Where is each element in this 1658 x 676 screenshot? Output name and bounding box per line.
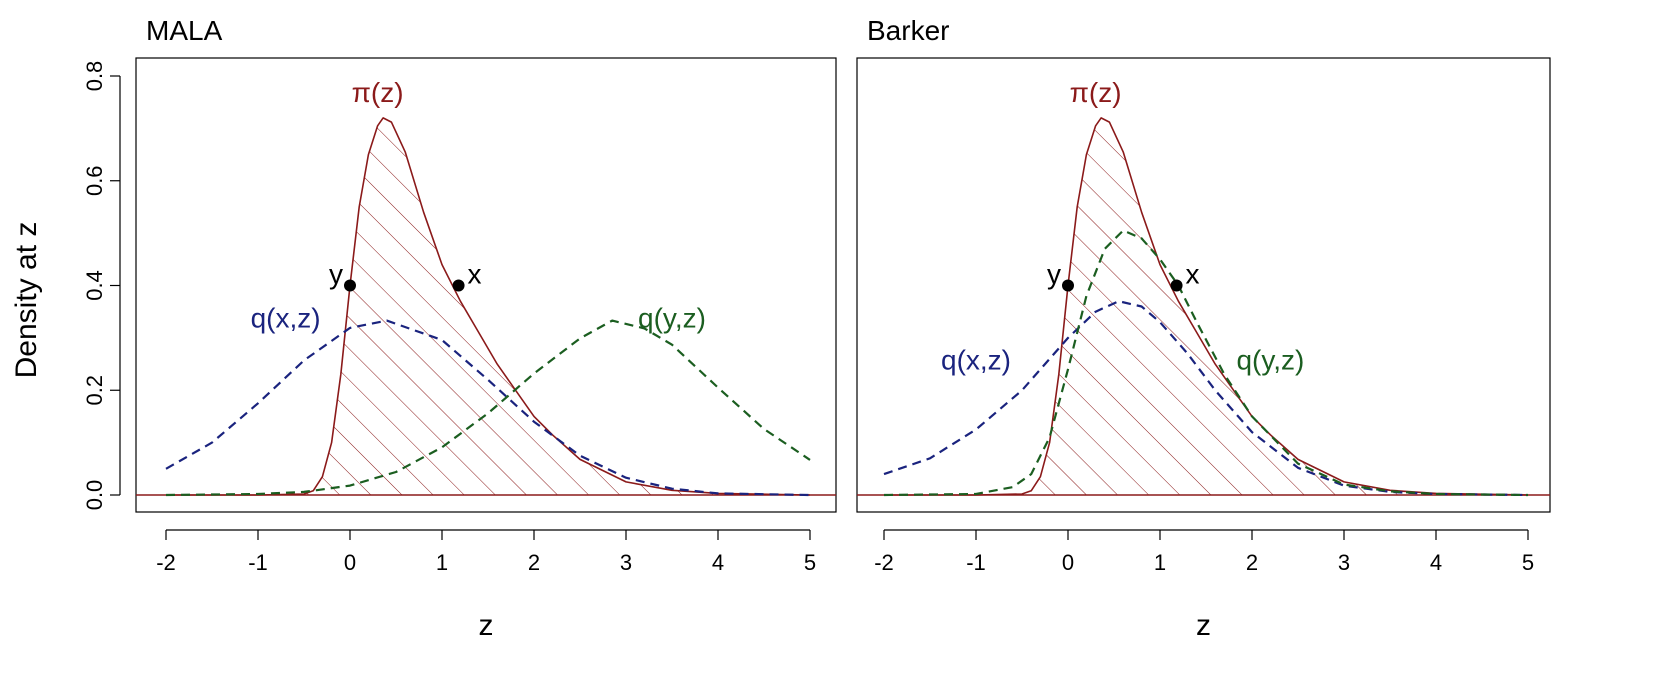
- x-tick-label: -1: [248, 550, 268, 575]
- y-tick-label: 0.0: [82, 480, 107, 511]
- x-tick-label: 1: [436, 550, 448, 575]
- qx-label: q(x,z): [251, 302, 321, 333]
- x-tick-label: -2: [874, 550, 894, 575]
- target-density-hatch: [884, 117, 1528, 496]
- proposal-from-x-curve: [165, 319, 811, 497]
- x-tick-label: 4: [712, 550, 724, 575]
- qx-label: q(x,z): [941, 344, 1011, 375]
- x-axis-label: z: [1196, 609, 1211, 642]
- panel-title: MALA: [146, 15, 223, 46]
- point-label-y: y: [1047, 259, 1061, 290]
- proposal-from-y-curve: [165, 319, 811, 497]
- point-x: [1170, 279, 1183, 292]
- target-density-curve: [166, 117, 811, 496]
- x-tick-label: -1: [966, 550, 986, 575]
- x-axis-label: z: [479, 609, 494, 642]
- y-tick-label: 0.4: [82, 270, 107, 301]
- qy-label: q(y,z): [638, 302, 706, 333]
- target-density-curve: [884, 117, 1529, 496]
- x-tick-label: 2: [1246, 550, 1258, 575]
- panel-barker: Barker -2 -1 0 1 2 3 4 5 z y x π(z) q(x,z) q(y,z): [856, 15, 1551, 642]
- x-tick-label: 3: [1338, 550, 1350, 575]
- x-tick-label: 0: [1062, 550, 1074, 575]
- point-x: [452, 279, 465, 292]
- x-tick-label: 3: [620, 550, 632, 575]
- panel-mala: MALA -2 -1 0 1 2 3 4 5 z 0.0 0.2 0.4 0.6 0.8 y x π(z) q(x,…: [82, 15, 837, 642]
- proposal-from-y-curve: [883, 229, 1529, 497]
- target-label: π(z): [352, 77, 404, 108]
- panel-title: Barker: [867, 15, 949, 46]
- point-label-x: x: [468, 259, 482, 290]
- target-label: π(z): [1070, 77, 1122, 108]
- qy-label: q(y,z): [1236, 344, 1304, 375]
- x-tick-label: 5: [1522, 550, 1534, 575]
- x-tick-label: 4: [1430, 550, 1442, 575]
- x-tick-label: 0: [344, 550, 356, 575]
- proposal-from-x-curve: [883, 300, 1529, 497]
- point-label-x: x: [1186, 259, 1200, 290]
- x-tick-label: 5: [804, 550, 816, 575]
- x-tick-label: 2: [528, 550, 540, 575]
- x-tick-label: -2: [156, 550, 176, 575]
- plot-frame: [856, 57, 1551, 513]
- point-y: [1062, 279, 1074, 292]
- point-y: [344, 279, 356, 292]
- y-tick-label: 0.6: [82, 165, 107, 196]
- x-tick-label: 1: [1154, 550, 1166, 575]
- target-density-hatch: [166, 117, 810, 496]
- point-label-y: y: [329, 259, 343, 290]
- y-tick-label: 0.2: [82, 375, 107, 406]
- plot-frame: [135, 57, 837, 513]
- y-axis-label: Density at z: [10, 222, 43, 379]
- y-tick-label: 0.8: [82, 61, 107, 92]
